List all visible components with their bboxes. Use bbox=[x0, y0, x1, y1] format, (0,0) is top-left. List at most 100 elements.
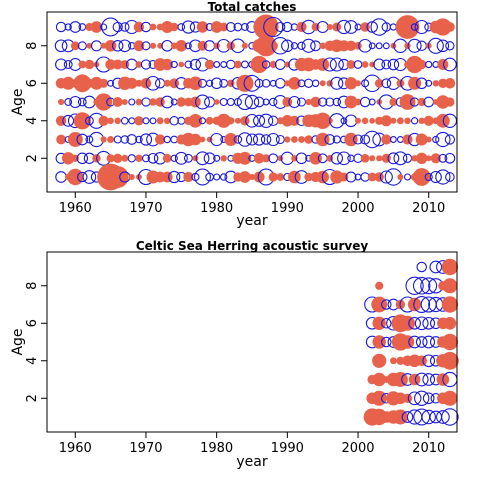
positive-residual-bubble bbox=[156, 117, 164, 125]
positive-residual-bubble bbox=[319, 80, 326, 87]
positive-residual-bubble bbox=[372, 335, 386, 349]
panel-title: Total catches bbox=[208, 0, 297, 14]
positive-residual-bubble bbox=[360, 154, 370, 163]
positive-residual-bubble bbox=[305, 98, 312, 106]
negative-residual-bubble bbox=[381, 59, 392, 70]
negative-residual-bubble bbox=[425, 79, 433, 87]
positive-residual-bubble bbox=[238, 151, 252, 165]
negative-residual-bubble bbox=[407, 391, 422, 406]
positive-residual-bubble bbox=[234, 117, 241, 124]
negative-residual-bubble bbox=[140, 59, 152, 70]
positive-residual-bubble bbox=[106, 154, 115, 163]
positive-residual-bubble bbox=[390, 357, 397, 365]
positive-residual-bubble bbox=[406, 55, 424, 74]
positive-residual-bubble bbox=[196, 21, 209, 33]
negative-residual-bubble bbox=[340, 117, 348, 125]
bubble-layer bbox=[363, 258, 459, 426]
positive-residual-bubble bbox=[443, 317, 457, 330]
positive-residual-bubble bbox=[400, 315, 415, 331]
positive-residual-bubble bbox=[67, 168, 84, 186]
positive-residual-bubble bbox=[326, 24, 333, 30]
positive-residual-bubble bbox=[105, 59, 116, 70]
positive-residual-bubble bbox=[404, 117, 411, 125]
y-tick-label: 2 bbox=[25, 394, 40, 402]
positive-residual-bubble bbox=[441, 333, 459, 351]
negative-residual-bubble bbox=[76, 133, 89, 146]
positive-residual-bubble bbox=[432, 80, 439, 87]
negative-residual-bubble bbox=[233, 135, 243, 144]
x-tick-label: 1990 bbox=[271, 201, 304, 216]
positive-residual-bubble bbox=[149, 42, 157, 49]
negative-residual-bubble bbox=[345, 171, 357, 183]
positive-residual-bubble bbox=[441, 258, 459, 276]
positive-residual-bubble bbox=[169, 78, 180, 89]
negative-residual-bubble bbox=[69, 21, 82, 33]
positive-residual-bubble bbox=[253, 153, 265, 164]
positive-residual-bubble bbox=[441, 351, 459, 370]
panel-total-catches: Total catches 1960 1970 1980 1990 2000 2010 2… bbox=[10, 0, 458, 229]
negative-residual-bubble bbox=[76, 152, 89, 165]
negative-residual-bubble bbox=[424, 172, 433, 182]
y-tick-label: 6 bbox=[25, 319, 40, 327]
negative-residual-bubble bbox=[170, 154, 178, 162]
negative-residual-bubble bbox=[441, 408, 459, 426]
x-axis-label: year bbox=[236, 213, 267, 229]
positive-residual-bubble bbox=[239, 171, 251, 183]
negative-residual-bubble bbox=[177, 23, 186, 31]
negative-residual-bubble bbox=[445, 172, 455, 182]
positive-residual-bubble bbox=[176, 97, 186, 107]
positive-residual-bubble bbox=[361, 117, 369, 125]
x-tick-label: 1970 bbox=[129, 201, 162, 216]
x-tick-label: 2010 bbox=[412, 441, 445, 456]
x-tick-label: 2000 bbox=[341, 201, 374, 216]
positive-residual-bubble bbox=[161, 171, 173, 183]
negative-residual-bubble bbox=[363, 130, 381, 149]
positive-residual-bubble bbox=[326, 80, 333, 87]
positive-residual-bubble bbox=[371, 296, 388, 313]
negative-residual-bubble bbox=[410, 23, 419, 31]
negative-residual-bubble bbox=[120, 22, 130, 32]
positive-residual-bubble bbox=[367, 172, 377, 182]
negative-residual-bubble bbox=[414, 390, 430, 406]
positive-residual-bubble bbox=[369, 117, 376, 124]
positive-residual-bubble bbox=[345, 40, 357, 51]
positive-residual-bubble bbox=[112, 59, 123, 70]
positive-residual-bubble bbox=[95, 93, 113, 111]
negative-residual-bubble bbox=[111, 40, 124, 52]
y-tick-label: 2 bbox=[25, 154, 40, 162]
negative-residual-bubble bbox=[282, 21, 293, 33]
positive-residual-bubble bbox=[392, 372, 408, 387]
positive-residual-bubble bbox=[374, 79, 384, 88]
positive-residual-bubble bbox=[425, 155, 432, 162]
positive-residual-bubble bbox=[205, 116, 214, 125]
negative-residual-bubble bbox=[195, 94, 210, 110]
positive-residual-bubble bbox=[189, 133, 202, 146]
positive-residual-bubble bbox=[371, 390, 387, 406]
negative-residual-bubble bbox=[412, 277, 431, 295]
panel-title: Celtic Sea Herring acoustic survey bbox=[136, 239, 369, 253]
positive-residual-bubble bbox=[354, 98, 362, 106]
positive-residual-bubble bbox=[369, 155, 376, 162]
y-tick-label: 4 bbox=[25, 357, 40, 365]
positive-residual-bubble bbox=[390, 117, 397, 124]
x-tick-label: 2000 bbox=[341, 441, 374, 456]
x-tick-label: 1990 bbox=[271, 441, 304, 456]
negative-residual-bubble bbox=[414, 19, 429, 35]
positive-residual-bubble bbox=[134, 116, 144, 126]
positive-residual-bubble bbox=[268, 41, 278, 51]
positive-residual-bubble bbox=[445, 22, 455, 32]
positive-residual-bubble bbox=[241, 42, 248, 49]
negative-residual-bubble bbox=[393, 151, 408, 166]
negative-residual-bubble bbox=[422, 392, 435, 405]
positive-residual-bubble bbox=[107, 136, 115, 143]
positive-residual-bubble bbox=[213, 99, 220, 105]
positive-residual-bubble bbox=[128, 174, 135, 180]
negative-residual-bubble bbox=[258, 113, 274, 128]
x-tick-label: 1980 bbox=[200, 441, 233, 456]
negative-residual-bubble bbox=[205, 79, 214, 87]
positive-residual-bubble bbox=[411, 155, 418, 162]
negative-residual-bubble bbox=[414, 316, 429, 331]
negative-residual-bubble bbox=[381, 299, 392, 310]
negative-residual-bubble bbox=[252, 133, 266, 146]
negative-residual-bubble bbox=[422, 335, 436, 349]
